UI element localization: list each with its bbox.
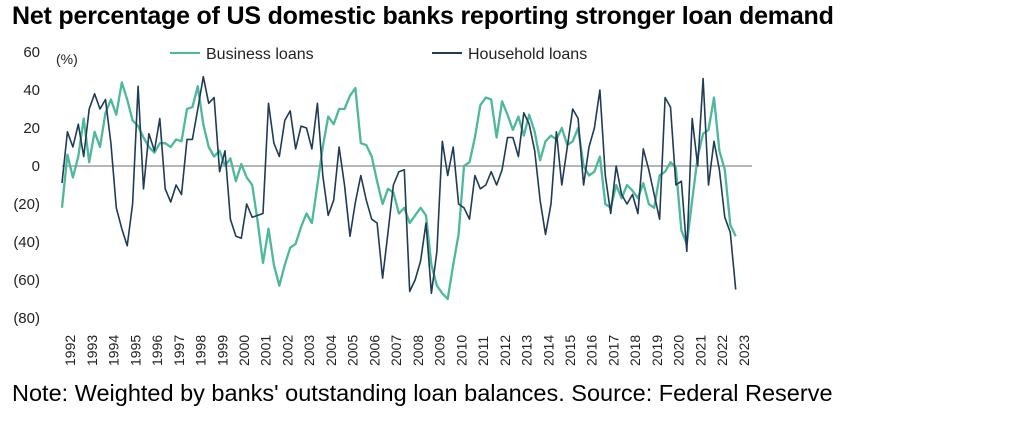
x-tick-label: 2011 (475, 336, 491, 366)
x-tick-label: 2016 (584, 335, 600, 366)
legend-label-household-loans: Household loans (468, 46, 587, 63)
series-line-household-loans (61, 75, 737, 295)
x-tick-label: 2006 (366, 335, 382, 366)
x-tick-label: 1996 (149, 335, 165, 366)
x-tick-label: 1998 (193, 335, 209, 366)
x-tick-label: 2020 (671, 335, 687, 366)
x-tick-label: 2022 (714, 335, 730, 366)
y-tick-label: 20 (23, 120, 40, 137)
x-tick-label: 1994 (106, 335, 122, 366)
x-tick-label: 1993 (84, 335, 100, 366)
y-axis-unit-label: (%) (56, 51, 78, 67)
x-tick-label: 2014 (540, 335, 556, 366)
legend-label-business-loans: Business loans (206, 46, 314, 63)
x-tick-label: 2023 (736, 335, 752, 366)
x-tick-label: 2015 (562, 335, 578, 366)
y-tick-label: 40 (23, 82, 40, 99)
y-tick-label: (60) (13, 272, 40, 289)
legend: Business loans Household loans (170, 46, 587, 63)
chart-title: Net percentage of US domestic banks repo… (12, 2, 834, 30)
x-tick-label: 2018 (627, 335, 643, 366)
x-tick-label: 2005 (345, 335, 361, 366)
x-tick-label: 2003 (301, 335, 317, 366)
y-tick-label: (40) (13, 234, 40, 251)
x-tick-label: 1997 (171, 335, 187, 366)
x-tick-label: 2009 (432, 335, 448, 366)
series-lines (60, 75, 737, 301)
x-tick-label: 1999 (214, 335, 230, 366)
y-tick-label: 60 (23, 44, 40, 61)
y-tick-label: 0 (32, 158, 40, 175)
x-tick-label: 2013 (519, 335, 535, 366)
x-tick-label: 2021 (692, 335, 708, 366)
x-tick-label: 2000 (236, 335, 252, 366)
line-chart: 60 40 20 0 (20) (40) (60) (80) (%) 1992 1993 1994… (13, 44, 752, 366)
x-tick-label: 2004 (323, 335, 339, 366)
x-tick-label: 2017 (605, 335, 621, 366)
x-tick-label: 1995 (127, 335, 143, 366)
x-tick-label: 2008 (410, 335, 426, 366)
x-tick-label: 1992 (62, 335, 78, 366)
series-line-business-loans (60, 81, 737, 301)
x-tick-label: 2012 (497, 335, 513, 366)
x-tick-label: 2007 (388, 335, 404, 366)
x-tick-label: 2002 (279, 335, 295, 366)
y-tick-label: (80) (13, 310, 40, 327)
x-tick-label: 2001 (258, 335, 274, 366)
chart-note: Note: Weighted by banks' outstanding loa… (12, 380, 833, 406)
x-tick-label: 2019 (649, 335, 665, 366)
y-tick-label: (20) (13, 196, 40, 213)
x-tick-label: 2010 (453, 335, 469, 366)
x-axis: 1992 1993 1994 1995 1996 1997 1998 1999 2000 2001… (62, 335, 752, 366)
y-axis: 60 40 20 0 (20) (40) (60) (80) (13, 44, 40, 327)
